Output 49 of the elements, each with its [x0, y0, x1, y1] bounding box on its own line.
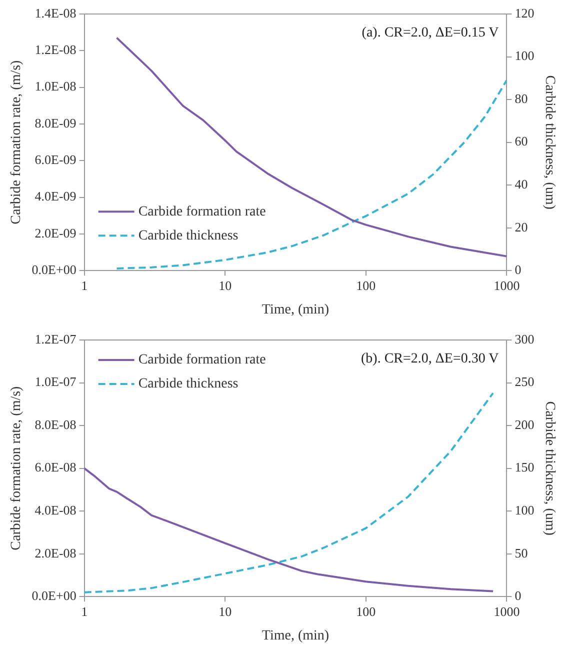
y-tick-label: 0.0E+00: [32, 262, 76, 278]
y-tick-label: 2.0E-08: [34, 545, 76, 560]
y-tick-label: 1.4E-08: [34, 5, 76, 20]
x-axis-title: Time, (min): [262, 302, 330, 318]
y-axis-title: Carbide formation rate, (m/s): [9, 386, 24, 550]
y-tick-label: 1.0E-07: [34, 374, 77, 390]
y2-axis-title: Carbide thickness, (um): [542, 75, 557, 210]
legend-label: Carbide thickness: [138, 376, 238, 392]
legend-label: Carbide thickness: [138, 228, 238, 244]
y2-tick-label: 150: [514, 460, 534, 475]
y-tick-label: 6.0E-09: [34, 152, 76, 168]
y2-tick-label: 250: [514, 374, 534, 390]
y-tick-label: 4.0E-09: [34, 188, 76, 204]
y-tick-label: 1.2E-07: [34, 331, 77, 346]
y2-tick-label: 0: [514, 262, 522, 278]
x-axis-title: Time, (min): [262, 628, 330, 644]
y-tick-label: 4.0E-08: [34, 502, 76, 518]
y-tick-label: 1.2E-08: [34, 42, 76, 58]
y2-axis-title: Carbide thickness, (um): [542, 401, 557, 536]
y2-tick-label: 100: [514, 502, 534, 518]
y2-tick-label: 100: [514, 48, 534, 64]
x-tick-label: 10: [218, 604, 232, 619]
y2-tick-label: 40: [514, 176, 528, 192]
y2-tick-label: 60: [514, 134, 528, 149]
x-tick-label: 10: [218, 278, 232, 293]
y2-tick-label: 200: [514, 416, 534, 432]
y-tick-label: 2.0E-09: [34, 225, 76, 240]
y2-tick-label: 120: [514, 5, 534, 20]
y2-tick-label: 0: [514, 588, 522, 604]
x-tick-label: 100: [356, 604, 376, 619]
x-tick-label: 1: [81, 278, 88, 293]
annotation: (a). CR=2.0, ΔE=0.15 V: [362, 26, 499, 41]
y2-tick-label: 300: [514, 331, 534, 346]
annotation: (b). CR=2.0, ΔE=0.30 V: [360, 352, 499, 367]
y2-tick-label: 20: [514, 219, 528, 234]
y2-tick-label: 80: [514, 90, 528, 106]
x-tick-label: 1000: [494, 604, 520, 619]
y-tick-label: 8.0E-08: [34, 416, 76, 432]
y-tick-label: 6.0E-08: [34, 460, 76, 475]
y2-tick-label: 50: [514, 545, 528, 560]
x-tick-label: 1: [81, 604, 88, 619]
x-tick-label: 100: [356, 278, 376, 293]
legend-label: Carbide formation rate: [138, 204, 266, 220]
y-tick-label: 8.0E-09: [34, 115, 76, 130]
y-tick-label: 1.0E-08: [34, 78, 76, 94]
x-tick-label: 1000: [494, 278, 520, 293]
legend-label: Carbide formation rate: [138, 352, 266, 368]
y-tick-label: 0.0E+00: [32, 588, 76, 604]
y-axis-title: Carbide formation rate, (m/s): [9, 60, 24, 224]
